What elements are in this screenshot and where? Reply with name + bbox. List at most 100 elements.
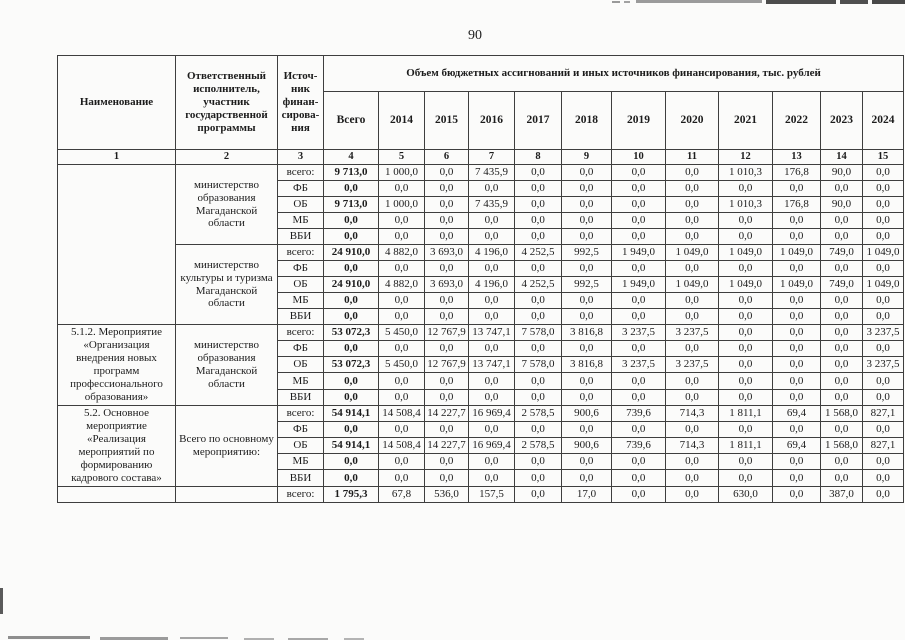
value-cell: 827,1 (861, 437, 905, 455)
value-cell: 176,8 (772, 196, 821, 213)
value-cell: 0,0 (561, 228, 612, 245)
value-cell: 0,0 (820, 453, 863, 471)
value-cell: 0,0 (323, 308, 379, 325)
column-number: 13 (772, 149, 821, 165)
value-cell: 7 435,9 (468, 164, 515, 181)
value-cell: 0,0 (561, 260, 612, 277)
value-cell: 0,0 (665, 196, 719, 213)
value-cell: 0,0 (718, 212, 773, 229)
table-row: ОБ 54 914,1 14 508,4 14 227,7 16 969,4 2 578,… (58, 437, 905, 455)
value-cell: 0,0 (424, 260, 469, 277)
value-cell: 4 252,5 (514, 276, 562, 293)
value-cell: 0,0 (561, 453, 612, 471)
value-cell: 0,0 (424, 164, 469, 181)
value-cell: 0,0 (378, 292, 425, 309)
value-cell: 0,0 (861, 212, 905, 229)
value-cell: 0,0 (561, 469, 612, 487)
value-cell: 0,0 (820, 356, 863, 374)
value-cell: 176,8 (772, 164, 821, 181)
value-cell: 0,0 (772, 453, 821, 471)
table-row: 5.2. Основное мероприятие «Реализация ме… (57, 404, 905, 487)
value-cell: 16 969,4 (468, 437, 515, 455)
value-cell: 53 072,3 (323, 323, 379, 342)
value-cell: 7 578,0 (514, 323, 562, 342)
table-row: МБ 0,0 0,0 0,0 0,0 0,0 0,0 0,0 0,0 0,0 0,0 0,0 0,0 (58, 212, 905, 229)
value-cell: 0,0 (561, 340, 612, 358)
value-cell: 0,0 (820, 212, 863, 229)
value-cell: 14 508,4 (378, 404, 425, 422)
value-cell: 0,0 (772, 292, 821, 309)
funding-source-cell: ФБ (277, 260, 324, 277)
value-cell: 5 450,0 (378, 323, 425, 342)
value-cell: 0,0 (772, 485, 821, 503)
value-cell: 1 949,0 (611, 276, 666, 293)
column-number: 14 (820, 149, 863, 165)
header-year-2015: 2015 (424, 91, 469, 150)
table-row: ФБ 0,0 0,0 0,0 0,0 0,0 0,0 0,0 0,0 0,0 0,0 0,0 0,0 (58, 420, 905, 439)
funding-source-cell: МБ (277, 372, 324, 390)
value-cell: 0,0 (468, 388, 515, 406)
value-cell: 0,0 (861, 308, 905, 325)
value-cell: 0,0 (514, 388, 562, 406)
value-cell: 0,0 (665, 180, 719, 197)
value-cell: 0,0 (861, 372, 905, 390)
value-cell: 0,0 (611, 260, 666, 277)
header-year-2016: 2016 (468, 91, 515, 150)
table-row: ВБИ 0,0 0,0 0,0 0,0 0,0 0,0 0,0 0,0 0,0 0,0 0,0 0,0 (58, 469, 905, 487)
value-cell: 0,0 (561, 164, 612, 181)
value-cell: 0,0 (820, 420, 863, 439)
value-cell: 0,0 (820, 180, 863, 197)
value-cell: 1 049,0 (665, 276, 719, 293)
value-cell: 0,0 (718, 356, 773, 374)
value-cell: 0,0 (718, 228, 773, 245)
value-cell: 0,0 (424, 420, 469, 439)
value-cell: 0,0 (561, 308, 612, 325)
value-cell: 1 000,0 (378, 164, 425, 181)
value-cell: 0,0 (718, 469, 773, 487)
value-cell: 0,0 (468, 453, 515, 471)
value-cell: 0,0 (424, 180, 469, 197)
value-cell: 1 049,0 (861, 276, 905, 293)
table-row: ОБ 9 713,0 1 000,0 0,0 7 435,9 0,0 0,0 0,0 0,0 1 … (58, 196, 905, 213)
funding-source-cell: МБ (277, 212, 324, 229)
value-cell: 3 816,8 (561, 323, 612, 342)
header-year-2021: 2021 (718, 91, 773, 150)
value-cell: 3 237,5 (861, 356, 905, 374)
value-cell: 0,0 (665, 420, 719, 439)
value-cell: 0,0 (718, 453, 773, 471)
header-year-2024: 2024 (861, 91, 905, 150)
funding-source-cell: ОБ (277, 356, 324, 374)
header-year-2017: 2017 (514, 91, 562, 150)
value-cell: 54 914,1 (323, 404, 379, 422)
value-cell: 1 811,1 (718, 437, 773, 455)
budget-table-body: министерство образования Магаданской обл… (57, 164, 905, 503)
value-cell: 13 747,1 (468, 323, 515, 342)
column-number: 15 (861, 149, 905, 165)
scan-artifact (840, 0, 868, 4)
value-cell: 0,0 (718, 420, 773, 439)
value-cell: 0,0 (514, 485, 562, 503)
table-row: министерство культуры и туризма Магаданс… (58, 244, 905, 325)
header-year-2014: 2014 (378, 91, 425, 150)
value-cell: 0,0 (772, 308, 821, 325)
value-cell: 0,0 (820, 292, 863, 309)
funding-source-cell: ВБИ (277, 308, 324, 325)
column-number: 2 (175, 149, 278, 165)
value-cell: 69,4 (772, 437, 821, 455)
value-cell: 14 508,4 (378, 437, 425, 455)
value-cell: 0,0 (514, 164, 562, 181)
header-year-2019: 2019 (611, 91, 666, 150)
value-cell: 0,0 (718, 308, 773, 325)
value-cell: 0,0 (561, 372, 612, 390)
value-cell: 0,0 (468, 469, 515, 487)
value-cell: 24 910,0 (323, 276, 379, 293)
value-cell: 0,0 (820, 308, 863, 325)
value-cell: 0,0 (718, 180, 773, 197)
value-cell: 0,0 (561, 180, 612, 197)
value-cell: 3 237,5 (611, 323, 666, 342)
value-cell: 0,0 (820, 340, 863, 358)
funding-source-cell: ВБИ (277, 228, 324, 245)
executor-cell: министерство образования Магаданской обл… (175, 324, 278, 406)
scan-artifact (636, 0, 762, 3)
value-cell: 0,0 (468, 292, 515, 309)
